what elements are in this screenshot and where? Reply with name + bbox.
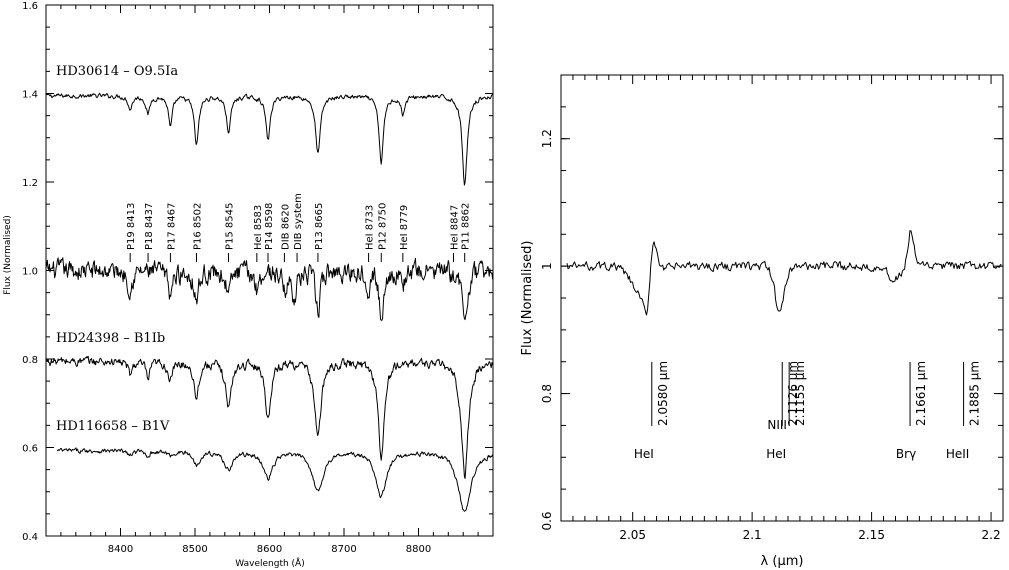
right-line-marker-label: 2.1661 μm [914, 361, 928, 426]
right-panel: 0.6 0.8 1 1.2 2.05 2.1 2.15 2.2 λ (μm) Flux (N… [520, 74, 1004, 569]
left-x-tick-label: 8500 [182, 544, 207, 555]
left-y-tick-label: 1.4 [22, 90, 38, 101]
left-annotation-label: P12 8750 [377, 203, 388, 250]
right-species-label: HeII [946, 447, 969, 461]
right-y-ticks: 0.6 0.8 1 1.2 [540, 74, 1003, 531]
left-spectrum-line-3 [56, 447, 494, 512]
left-x-ticks: 8400 8500 8600 8700 8800 [45, 5, 494, 555]
left-panel: 0.4 0.6 0.8 1.0 1.2 1.4 1.6 8400 8500 8600 8700 88… [3, 1, 494, 569]
left-spectra [45, 92, 494, 512]
left-annotation-label: P15 8545 [225, 203, 236, 250]
left-annotation-label: P13 8665 [314, 203, 325, 250]
left-annotation-label: DIB system [293, 193, 304, 250]
right-line-markers: 2.0580 μm 2.1126 μm2.1155 μm 2.1661 μm 2.18… [634, 361, 982, 461]
left-annotation-label: P19 8413 [126, 203, 137, 250]
right-y-tick-label: 1.2 [540, 129, 554, 148]
left-annotation-label: HeI 8733 [365, 205, 376, 250]
left-y-tick-label: 1.2 [22, 178, 38, 189]
right-x-tick-label: 2.15 [858, 528, 885, 542]
right-spectrum-line [566, 230, 1002, 316]
left-spectrum-line-0 [45, 92, 493, 186]
left-y-tick-label: 0.4 [22, 532, 38, 543]
right-x-axis-label: λ (μm) [761, 554, 804, 569]
star-label-hd30614: HD30614 – O9.5Ia [56, 64, 178, 79]
star-label-hd24398: HD24398 – B1Ib [56, 331, 165, 346]
right-line-marker-label: 2.1885 μm [968, 361, 982, 426]
right-species-label: NIII [767, 418, 787, 432]
left-annotation-label: P14 8598 [264, 203, 275, 250]
right-y-tick-label: 0.6 [540, 511, 554, 530]
left-y-tick-label: 0.8 [22, 355, 38, 366]
left-line-annotations: P19 8413 P18 8437 P17 8467 P16 8502 P15 8545… [126, 193, 472, 262]
right-species-label: HeI [634, 447, 654, 461]
left-y-tick-label: 1.6 [22, 1, 38, 12]
right-line-marker-label: 2.1155 μm [793, 361, 807, 426]
right-line-marker-label: 2.0580 μm [656, 361, 670, 426]
left-x-tick-label: 8800 [406, 544, 431, 555]
left-x-axis-label: Wavelength (Å) [235, 557, 304, 569]
right-x-ticks: 2.05 2.1 2.15 2.2 [572, 75, 1004, 542]
left-annotation-label: HeI 8779 [399, 205, 410, 250]
left-y-tick-label: 0.6 [22, 444, 38, 455]
left-annotation-label: HeI 8847 [450, 205, 461, 250]
right-species-label: HeI [766, 447, 786, 461]
left-annotation-label: HeI 8583 [253, 205, 264, 250]
left-y-tick-label: 1.0 [22, 267, 38, 278]
left-annotation-label: P16 8502 [192, 203, 203, 250]
star-label-hd116658: HD116658 – B1V [56, 419, 170, 434]
right-x-tick-label: 2.2 [982, 528, 1001, 542]
left-x-tick-label: 8600 [257, 544, 282, 555]
right-x-tick-label: 2.05 [619, 528, 646, 542]
left-annotation-label: P11 8862 [461, 203, 472, 250]
left-spectrum-line-2 [45, 355, 494, 479]
left-spectrum-line-1 [45, 257, 494, 321]
right-spectrum [566, 230, 1002, 316]
left-x-tick-label: 8400 [108, 544, 133, 555]
right-y-tick-label: 0.8 [540, 384, 554, 403]
right-species-label: Brγ [896, 447, 916, 461]
left-annotation-label: P17 8467 [166, 203, 177, 250]
left-y-ticks: 0.4 0.6 0.8 1.0 1.2 1.4 1.6 [22, 1, 493, 543]
left-y-axis-label: Flux (Normalised) [3, 215, 13, 295]
right-line-marker-label: 2.1126 μm [786, 361, 800, 426]
left-annotation-label: DIB 8620 [280, 204, 291, 250]
right-x-tick-label: 2.1 [743, 528, 762, 542]
left-annotation-label: P18 8437 [144, 203, 155, 250]
right-y-axis-label: Flux (Normalised) [520, 241, 535, 356]
right-y-tick-label: 1 [540, 262, 554, 270]
left-x-tick-label: 8700 [331, 544, 356, 555]
